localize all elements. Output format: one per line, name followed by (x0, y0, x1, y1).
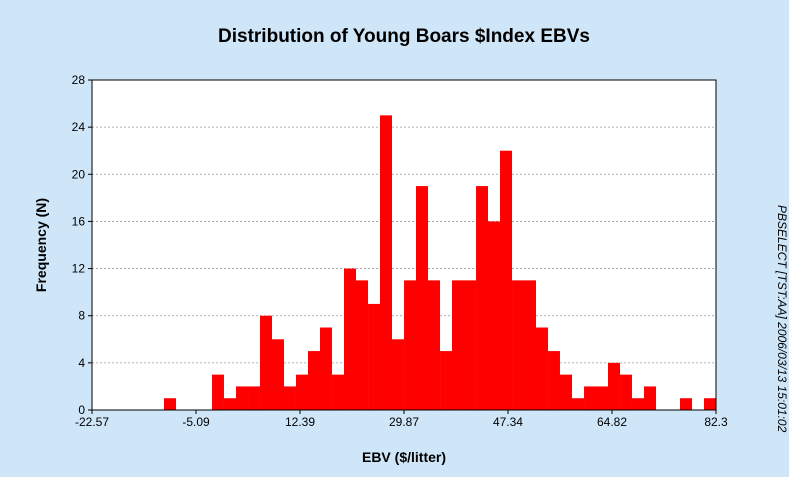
bar (392, 339, 405, 410)
bar (223, 398, 236, 410)
bar (680, 398, 693, 410)
bar (595, 386, 609, 410)
bar (379, 115, 393, 410)
y-tick-label: 4 (78, 356, 85, 370)
bar (271, 339, 285, 410)
side-note: PBSELECT [TST:AA] 2006/03/13 15:01:02 (775, 205, 789, 433)
x-axis-label: EBV ($/litter) (362, 449, 446, 465)
y-tick-label: 20 (72, 167, 86, 181)
x-tick-label: -22.57 (75, 415, 109, 429)
bar (428, 280, 441, 410)
chart-title: Distribution of Young Boars $Index EBVs (218, 26, 590, 47)
bar (487, 221, 501, 410)
bar (703, 398, 716, 410)
bar (343, 268, 357, 410)
x-tick-label: 47.34 (493, 415, 523, 429)
bar (464, 280, 477, 410)
bar (212, 374, 224, 410)
bar (307, 351, 321, 410)
bar (631, 398, 645, 410)
y-tick-label: 12 (72, 262, 86, 276)
x-tick-label: 12.39 (285, 415, 315, 429)
y-axis-label: Frequency (N) (33, 198, 49, 292)
y-tick-label: 16 (72, 214, 86, 228)
bar (368, 303, 380, 410)
bar (440, 351, 452, 410)
bar (644, 386, 657, 410)
bar (284, 386, 296, 410)
bar (608, 362, 621, 410)
bar (248, 386, 260, 410)
bar (512, 280, 524, 410)
bar (259, 315, 272, 410)
x-tick-label: 29.87 (389, 415, 419, 429)
bar (584, 386, 596, 410)
bar (451, 280, 465, 410)
x-tick-label: 64.82 (597, 415, 627, 429)
bar (523, 280, 537, 410)
y-tick-label: 8 (78, 309, 85, 323)
y-tick-label: 0 (78, 403, 85, 417)
bar (572, 398, 585, 410)
bar (356, 280, 369, 410)
bar (620, 374, 632, 410)
bar (235, 386, 249, 410)
plot-frame (91, 79, 717, 411)
y-tick-label: 24 (72, 120, 86, 134)
x-tick-label: -5.09 (182, 415, 210, 429)
bar (500, 150, 513, 410)
bar (536, 327, 549, 410)
bar (559, 374, 573, 410)
y-tick-label: 28 (72, 73, 86, 87)
bar (404, 280, 416, 410)
bar (163, 398, 177, 410)
bar (295, 374, 308, 410)
bar (331, 374, 344, 410)
bar (415, 186, 429, 410)
bar (476, 186, 488, 410)
bar (548, 351, 560, 410)
bar (320, 327, 332, 410)
x-tick-label: 82.3 (704, 415, 728, 429)
